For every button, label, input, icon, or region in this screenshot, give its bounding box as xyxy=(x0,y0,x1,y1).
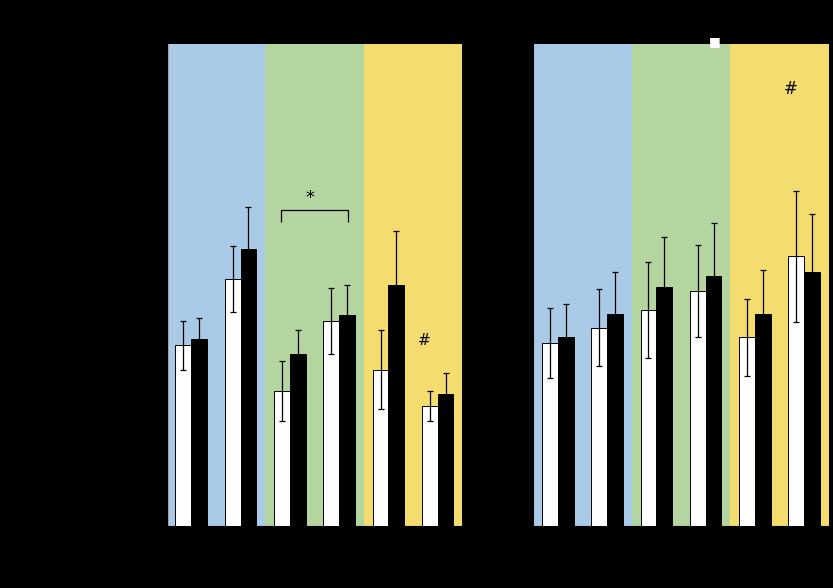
Bar xyxy=(437,394,453,526)
Text: #: # xyxy=(784,80,797,98)
Bar xyxy=(804,272,820,526)
Bar xyxy=(364,44,462,526)
Bar xyxy=(372,370,388,526)
Bar xyxy=(641,310,656,526)
Text: #: # xyxy=(417,333,431,349)
Bar xyxy=(265,44,364,526)
Bar xyxy=(755,314,771,526)
Bar xyxy=(225,279,241,526)
Bar xyxy=(176,346,192,526)
Bar xyxy=(607,314,623,526)
Bar xyxy=(542,343,558,526)
Bar xyxy=(731,44,829,526)
Bar xyxy=(591,328,607,526)
Bar xyxy=(739,338,755,526)
Bar xyxy=(290,355,306,526)
Bar xyxy=(656,287,672,526)
Bar xyxy=(388,285,404,526)
Bar xyxy=(533,44,631,526)
Bar xyxy=(167,44,265,526)
Bar xyxy=(631,44,731,526)
Bar xyxy=(274,390,290,526)
Bar xyxy=(788,256,804,526)
Text: *: * xyxy=(305,189,314,207)
Bar xyxy=(706,276,721,526)
Bar xyxy=(323,322,339,526)
Text: ■: ■ xyxy=(709,35,721,48)
Bar xyxy=(241,249,257,526)
Bar xyxy=(192,339,207,526)
Bar xyxy=(421,406,437,526)
Bar xyxy=(339,315,355,526)
Bar xyxy=(558,338,574,526)
Bar xyxy=(690,291,706,526)
